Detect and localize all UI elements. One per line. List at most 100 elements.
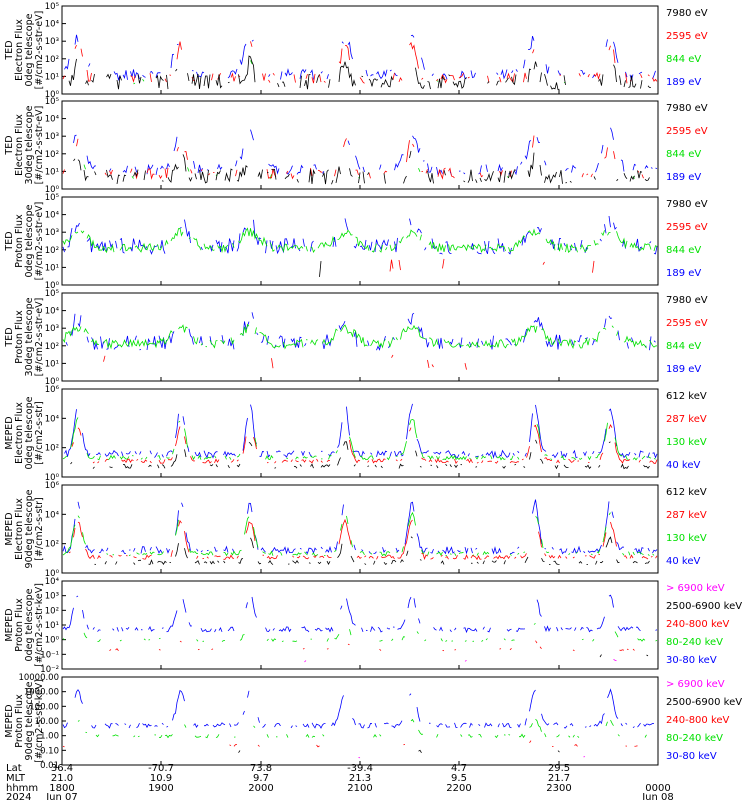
panel-ylabel-line: [#/cm2-s-str-eV] xyxy=(34,106,45,185)
panel-ylabel-line: [#/cm2-s-str-eV] xyxy=(34,202,45,281)
flux-trace xyxy=(77,718,647,739)
flux-trace xyxy=(64,403,658,459)
flux-traces xyxy=(62,594,658,662)
flux-traces xyxy=(62,312,658,369)
panel-ylabel-line: [#/cm2-s-str-eV] xyxy=(34,298,45,377)
panel-ylabel-line: TED xyxy=(4,135,15,155)
y-tick-label: 10⁻² xyxy=(40,665,59,675)
footer-time-value: 1800 xyxy=(49,783,74,794)
legend-entry: 2500-6900 keV xyxy=(666,601,742,612)
panel-ylabel-line: TED xyxy=(4,40,15,60)
legend-entry: 130 keV xyxy=(666,533,707,544)
y-tick-label: 0.10 xyxy=(40,746,59,756)
y-tick-label: 10² xyxy=(45,444,59,454)
y-tick-label: 10¹ xyxy=(45,621,59,631)
footer-date-end: Jun 08 xyxy=(641,792,674,800)
legend-entry: 40 keV xyxy=(666,460,700,471)
panel-ylabel-line: Proton Flux xyxy=(14,214,25,268)
footer-mlt-value: 21.3 xyxy=(349,773,371,784)
flux-trace xyxy=(62,323,658,350)
legend-entry: 40 keV xyxy=(666,556,700,567)
panel-ylabel-line: 30deg telescope xyxy=(24,105,35,184)
footer-mlt-value: 9.7 xyxy=(253,773,269,784)
panel-ylabel-line: 0deg telescope xyxy=(24,13,35,86)
legend-entry: 189 eV xyxy=(666,77,701,88)
legend-entry: 844 eV xyxy=(666,245,701,256)
footer-time-value: 2200 xyxy=(446,783,471,794)
footer-lat-value: 36.4 xyxy=(51,763,73,774)
flux-traces xyxy=(63,127,657,185)
panel-ylabel-line: 90deg telescope xyxy=(24,489,35,568)
y-tick-label: 10³ xyxy=(45,324,59,334)
footer-row-label-hhmm: hhmm xyxy=(6,783,38,794)
y-tick-label: 10⁵ xyxy=(45,2,59,12)
legend-entry: 30-80 keV xyxy=(666,751,717,762)
flux-trace xyxy=(62,417,656,461)
footer-date-start: Jun 07 xyxy=(45,792,78,800)
time-axis-footer: Lat MLT hhmm 2024 36.4 -70.7 73.8 -39.4 4.7 2… xyxy=(6,763,674,800)
legend-entry: 189 eV xyxy=(666,364,701,375)
panel-ylabel-line: Electron Flux xyxy=(14,498,25,560)
y-tick-label: 10000.00 xyxy=(18,673,59,683)
legend-entry: > 6900 keV xyxy=(666,679,725,690)
panel-ylabel-line: MEPED xyxy=(4,512,15,545)
footer-time-value: 1900 xyxy=(148,783,173,794)
y-tick-label: 10⁴ xyxy=(45,20,60,30)
y-tick-label: 10⁴ xyxy=(45,211,60,221)
legend-entry: 7980 eV xyxy=(666,199,708,210)
panel-ylabel-line: [#/cm2-s-str-eV] xyxy=(34,11,45,90)
panel-4: 10⁰ 10¹ 10² 10³ 10⁴ 10⁵ TED Proton Flux 30deg te… xyxy=(4,289,708,387)
y-tick-label: 10² xyxy=(45,606,59,616)
y-tick-label: 10² xyxy=(45,540,59,550)
y-tick-label: 10⁰ xyxy=(45,281,60,291)
footer-mlt-value: 21.7 xyxy=(548,773,570,784)
legend-entry: 30-80 keV xyxy=(666,655,717,666)
y-tick-label: 10⁻¹ xyxy=(40,650,59,660)
flux-trace xyxy=(71,423,658,465)
footer-time-value: 2100 xyxy=(347,783,372,794)
panel-ylabel-line: Electron Flux xyxy=(14,114,25,176)
y-tick-label: 10³ xyxy=(45,37,59,47)
footer-row-label-lat: Lat xyxy=(6,763,22,774)
y-tick-label: 10² xyxy=(45,246,59,256)
y-tick-label: 10² xyxy=(45,55,59,65)
panel-ylabel-line: 0deg telescope xyxy=(24,204,35,277)
legend-entry: 2595 eV xyxy=(666,318,708,329)
y-tick-label: 10⁵ xyxy=(45,193,59,203)
panel-ylabel-line: Proton Flux xyxy=(14,598,25,652)
y-tick-label: 10¹ xyxy=(45,167,59,177)
panel-3: 10⁰ 10¹ 10² 10³ 10⁴ 10⁵ TED Proton Flux 0deg tel… xyxy=(4,193,708,291)
y-tick-label: 10⁵ xyxy=(45,289,59,299)
legend-entry: 80-240 keV xyxy=(666,733,723,744)
flux-traces xyxy=(62,499,658,565)
flux-traces xyxy=(62,34,657,90)
panel-ylabel-line: [#/cm2-s-str] xyxy=(34,401,45,464)
y-tick-label: 10⁴ xyxy=(45,510,60,520)
panel-ylabel-line: Electron Flux xyxy=(14,402,25,464)
legend-entry: 240-800 keV xyxy=(666,715,730,726)
panel-ylabel-line: [#/cm2-s-str-keV] xyxy=(34,583,45,667)
panel-ylabel-line: MEPED xyxy=(4,416,15,449)
footer-mlt-value: 10.9 xyxy=(150,773,172,784)
legend-entry: 844 eV xyxy=(666,149,701,160)
panel-1: 10⁰ 10¹ 10² 10³ 10⁴ 10⁵ TED Electron Flux 0deg t… xyxy=(4,2,708,100)
y-tick-label: 10⁰ xyxy=(45,185,60,195)
legend-entry: > 6900 keV xyxy=(666,583,725,594)
panel-ylabel-line: Proton Flux xyxy=(14,694,25,748)
y-tick-label: 10³ xyxy=(45,132,59,142)
legend-entry: 189 eV xyxy=(666,172,701,183)
panel-ylabel-line: 0deg telescope xyxy=(24,588,35,661)
footer-mlt-value: 21.0 xyxy=(51,773,73,784)
y-tick-label: 10¹ xyxy=(45,359,59,369)
y-tick-label: 10⁰ xyxy=(45,377,60,387)
y-tick-label: 10⁴ xyxy=(45,577,60,587)
y-tick-label: 10⁵ xyxy=(45,97,59,107)
y-tick-label: 10⁴ xyxy=(45,414,60,424)
footer-time-value: 2000 xyxy=(248,783,273,794)
panel-ylabel-line: MEPED xyxy=(4,704,15,737)
footer-time-value: 0000 xyxy=(645,783,670,794)
flux-trace xyxy=(62,499,658,555)
y-tick-label: 10¹ xyxy=(45,72,59,82)
y-tick-label: 10⁰ xyxy=(45,569,60,579)
